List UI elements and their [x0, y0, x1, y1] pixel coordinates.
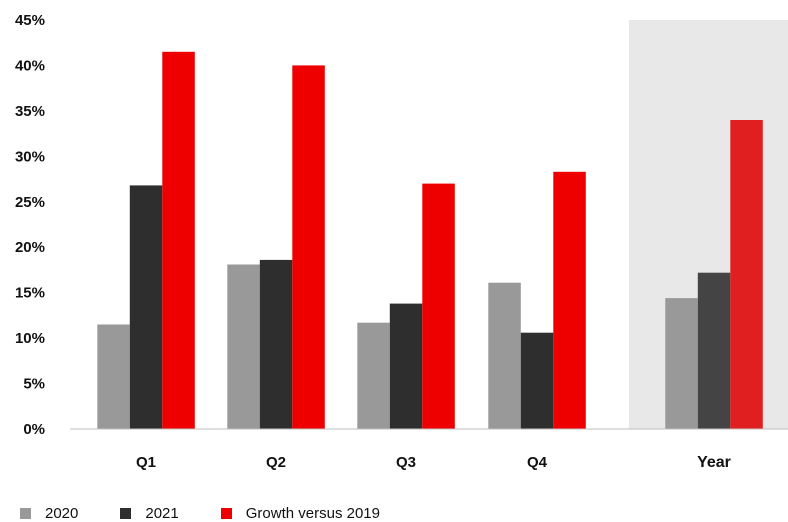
- legend-swatch: [20, 508, 31, 519]
- bar-year-growth-versus-2019: [730, 120, 763, 429]
- bar-q3-growth-versus-2019: [422, 183, 455, 429]
- bar-q1-growth-versus-2019: [162, 51, 195, 430]
- legend-swatch: [220, 508, 232, 519]
- legend-label: Growth versus 2019: [245, 505, 380, 522]
- y-tick-label: 25%: [15, 194, 45, 211]
- bars-group: [97, 51, 763, 430]
- bar-year-2021: [697, 272, 731, 429]
- y-tick-label: 10%: [15, 330, 45, 347]
- y-tick-label: 15%: [15, 285, 45, 302]
- legend-item: 2021: [120, 505, 179, 522]
- x-tick-label-year: Year: [697, 454, 731, 471]
- x-tick-label-q1: Q1: [136, 454, 156, 471]
- bar-q4-2020: [488, 282, 521, 429]
- bar-q2-2021: [259, 259, 293, 429]
- x-axis-labels: Q1 Q2 Q3 Q4 Year: [136, 454, 731, 471]
- y-tick-label: 0%: [23, 421, 45, 438]
- bar-q3-2020: [357, 322, 390, 429]
- y-tick-label: 35%: [15, 103, 45, 120]
- y-axis-ticks: 0% 5% 10% 15% 20% 25% 30% 35% 40% 45%: [15, 12, 45, 438]
- bar-q1-2020: [97, 324, 130, 429]
- y-tick-label: 5%: [23, 376, 45, 393]
- x-tick-label-q2: Q2: [266, 454, 286, 471]
- y-tick-label: 45%: [15, 12, 45, 29]
- bar-q4-growth-versus-2019: [553, 171, 586, 430]
- bar-q2-growth-versus-2019: [292, 65, 325, 430]
- y-tick-label: 20%: [15, 239, 45, 256]
- legend-item: Growth versus 2019: [220, 505, 380, 522]
- bar-q3-2021: [389, 303, 423, 429]
- y-tick-label: 40%: [15, 57, 45, 74]
- legend: 2020 2021 Growth versus 2019: [20, 505, 422, 522]
- legend-label: 2021: [145, 505, 179, 522]
- x-tick-label-q3: Q3: [396, 454, 416, 471]
- bar-year-2020: [665, 298, 698, 429]
- bar-q2-2020: [227, 264, 260, 429]
- legend-item: 2020: [20, 505, 78, 522]
- legend-label: 2020: [45, 505, 79, 522]
- y-tick-label: 30%: [15, 148, 45, 165]
- bar-chart: 0% 5% 10% 15% 20% 25% 30% 35% 40% 45% Q1 Q2 Q3 Q4 Yea…: [15, 12, 788, 471]
- legend-swatch: [120, 508, 132, 519]
- bar-q4-2021: [520, 332, 554, 429]
- bar-q1-2021: [129, 185, 163, 429]
- x-tick-label-q4: Q4: [527, 454, 548, 471]
